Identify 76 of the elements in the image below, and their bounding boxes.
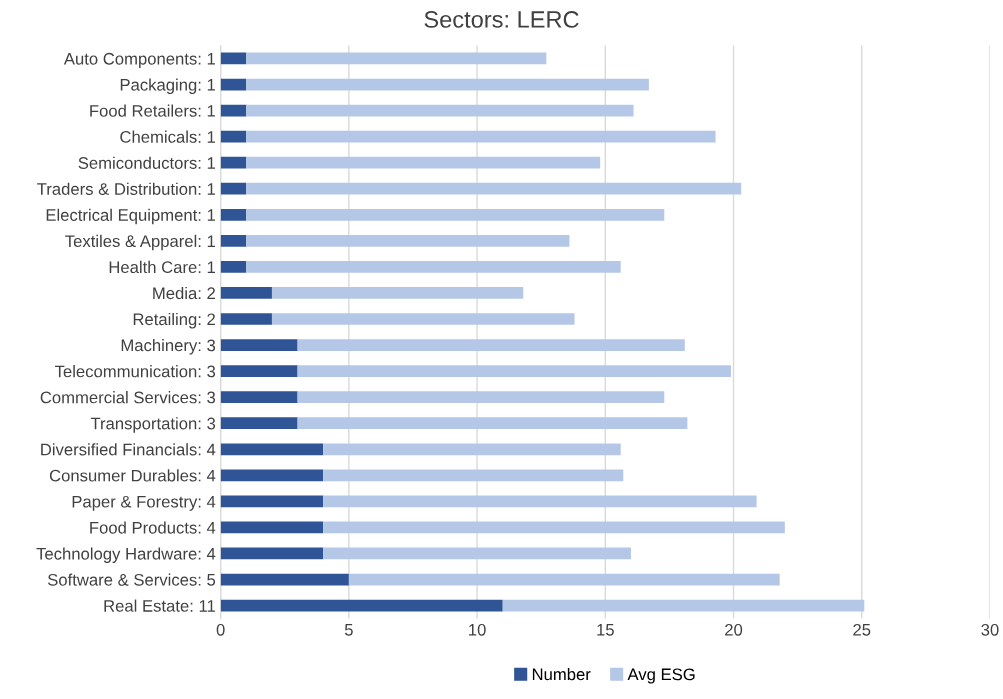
bar: [220, 287, 272, 299]
bar: [220, 234, 247, 247]
bar: [323, 443, 621, 456]
bar: [297, 365, 731, 377]
bar: [271, 287, 524, 299]
bar: [246, 234, 570, 247]
x-tick-label: 10: [469, 623, 486, 636]
y-tick-label: Consumer Durables: 4: [49, 469, 216, 482]
bar: [297, 391, 665, 404]
bar: [246, 156, 601, 169]
bar: [220, 182, 247, 195]
bar: [323, 495, 757, 508]
y-tick-label: Traders & Distribution: 1: [37, 182, 215, 195]
bar: [220, 443, 324, 456]
y-tick-label: Textiles & Apparel: 1: [65, 234, 215, 251]
bar: [220, 339, 298, 351]
y-tick-label: Chemicals: 1: [120, 130, 215, 143]
bar: [246, 261, 621, 273]
y-tick-label: Retailing: 2: [133, 312, 215, 329]
x-tick-label: 30: [981, 623, 999, 636]
y-tick-label: Auto Components: 1: [63, 52, 215, 68]
bar: [220, 365, 298, 377]
bar: [220, 313, 272, 325]
bar: [297, 339, 685, 351]
bar: [502, 599, 865, 612]
bar: [220, 208, 247, 221]
y-tick-label: Semiconductors: 1: [78, 156, 215, 169]
bar: [220, 130, 247, 143]
y-tick-label: Transportation: 3: [90, 417, 216, 433]
bar: [220, 261, 247, 273]
bar: [220, 156, 247, 169]
y-tick-label: Food Products: 4: [90, 521, 216, 534]
y-tick-label: Electrical Equipment: 1: [46, 208, 215, 225]
bar: [220, 391, 298, 404]
bar: [220, 521, 324, 534]
chart-title: Sectors: LERC: [424, 11, 579, 28]
bar: [220, 547, 324, 560]
bar: [246, 78, 649, 91]
y-tick-label: Real Estate: 11: [104, 599, 215, 612]
y-tick-label: Diversified Financials: 4: [41, 443, 216, 456]
x-tick-label: 5: [344, 624, 353, 636]
bar: [220, 495, 324, 508]
y-tick-label: Packaging: 1: [120, 78, 215, 95]
bar: [246, 130, 716, 143]
y-tick-label: Media: 2: [153, 286, 215, 300]
bar: [220, 417, 298, 430]
bar: [323, 469, 624, 482]
y-tick-label: Health Care: 1: [109, 260, 215, 274]
bar: [246, 52, 547, 65]
y-tick-label: Telecommunication: 3: [55, 365, 216, 378]
y-tick-label: Food Retailers: 1: [90, 104, 215, 117]
y-tick-label: Paper & Forestry: 4: [72, 495, 216, 511]
bar: [323, 521, 785, 534]
x-tick-label: 25: [853, 623, 871, 636]
y-tick-label: Commercial Services: 3: [40, 391, 216, 404]
y-tick-label: Software & Services: 5: [47, 573, 216, 586]
bar: [220, 78, 247, 91]
bar: [323, 547, 631, 560]
bar: [220, 599, 503, 612]
bar: [220, 573, 349, 586]
y-tick-label: Technology Hardware: 4: [36, 547, 216, 563]
bar: [271, 313, 575, 325]
bar: [297, 417, 688, 430]
x-tick-label: 15: [597, 624, 614, 636]
bar: [220, 104, 247, 117]
bar: [220, 52, 247, 65]
bar: [246, 182, 742, 195]
y-tick-label: Machinery: 3: [121, 339, 216, 355]
bar: [348, 573, 780, 586]
legend-label: Avg ESG: [627, 668, 695, 684]
bar: [220, 469, 324, 482]
bar: [246, 208, 665, 221]
x-tick-label: 20: [725, 623, 743, 636]
x-tick-label: 0: [216, 623, 225, 636]
legend-label: Number: [532, 668, 591, 681]
bar: [246, 104, 634, 117]
